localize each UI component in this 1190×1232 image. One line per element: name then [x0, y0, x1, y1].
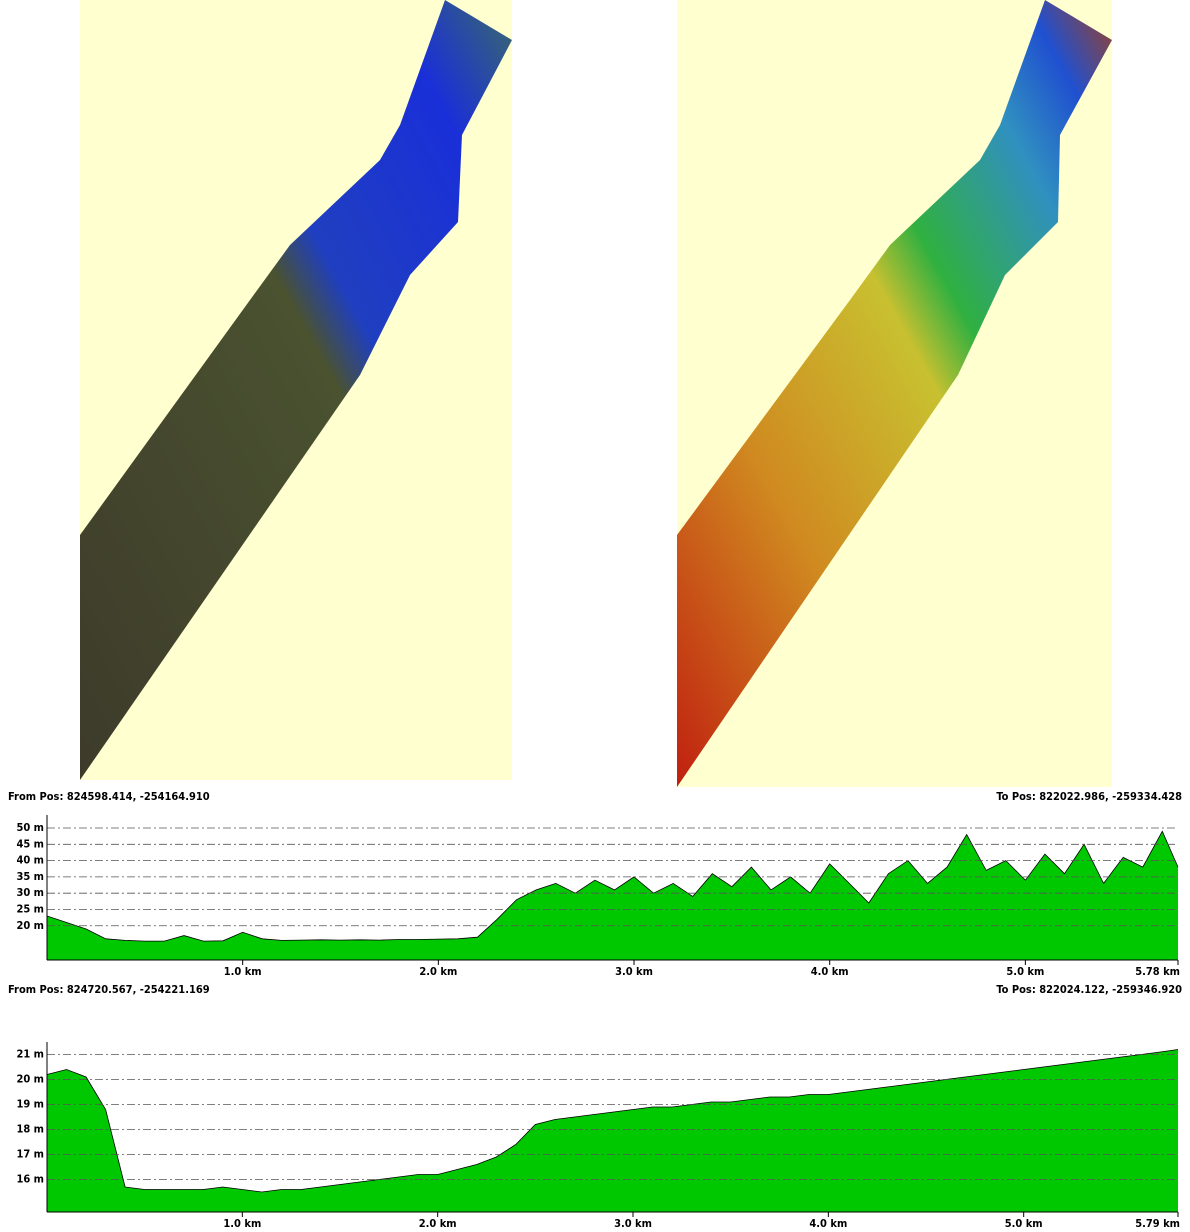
x-tick-label: 2.0 km — [419, 965, 457, 978]
y-tick-label: 17 m — [16, 1148, 44, 1161]
y-tick-label: 18 m — [16, 1123, 44, 1136]
page: From Pos: 824598.414, -254164.910 To Pos:… — [0, 0, 1190, 1232]
y-tick-label: 30 m — [16, 886, 44, 899]
to-position: To Pos: 822022.986, -259334.428 — [996, 790, 1182, 803]
x-tick-label: 5.0 km — [1006, 965, 1044, 978]
y-tick-label: 19 m — [16, 1098, 44, 1111]
y-tick-label: 21 m — [16, 1048, 44, 1061]
left-map — [80, 0, 512, 780]
x-tick-label: 4.0 km — [811, 965, 849, 978]
y-tick-label: 40 m — [16, 854, 44, 867]
y-tick-label: 50 m — [16, 821, 44, 834]
x-tick-label: 4.0 km — [809, 1217, 847, 1230]
x-tick-label: 5.79 km — [1135, 1217, 1180, 1230]
y-tick-label: 35 m — [16, 870, 44, 883]
profile-charts: From Pos: 824598.414, -254164.910 To Pos:… — [8, 790, 1182, 1230]
x-tick-label: 5.0 km — [1005, 1217, 1043, 1230]
y-tick-label: 45 m — [16, 837, 44, 850]
y-tick-label: 20 m — [16, 919, 44, 932]
x-tick-label: 3.0 km — [614, 1217, 652, 1230]
right-map — [677, 0, 1112, 787]
x-tick-label: 5.78 km — [1135, 965, 1180, 978]
from-position: From Pos: 824720.567, -254221.169 — [8, 983, 210, 996]
to-position: To Pos: 822024.122, -259346.920 — [996, 983, 1182, 996]
y-tick-label: 20 m — [16, 1073, 44, 1086]
from-position: From Pos: 824598.414, -254164.910 — [8, 790, 210, 803]
x-tick-label: 1.0 km — [223, 1217, 261, 1230]
x-tick-label: 2.0 km — [419, 1217, 457, 1230]
y-tick-label: 16 m — [16, 1173, 44, 1186]
x-tick-label: 3.0 km — [615, 965, 653, 978]
y-tick-label: 25 m — [16, 902, 44, 915]
x-tick-label: 1.0 km — [224, 965, 262, 978]
